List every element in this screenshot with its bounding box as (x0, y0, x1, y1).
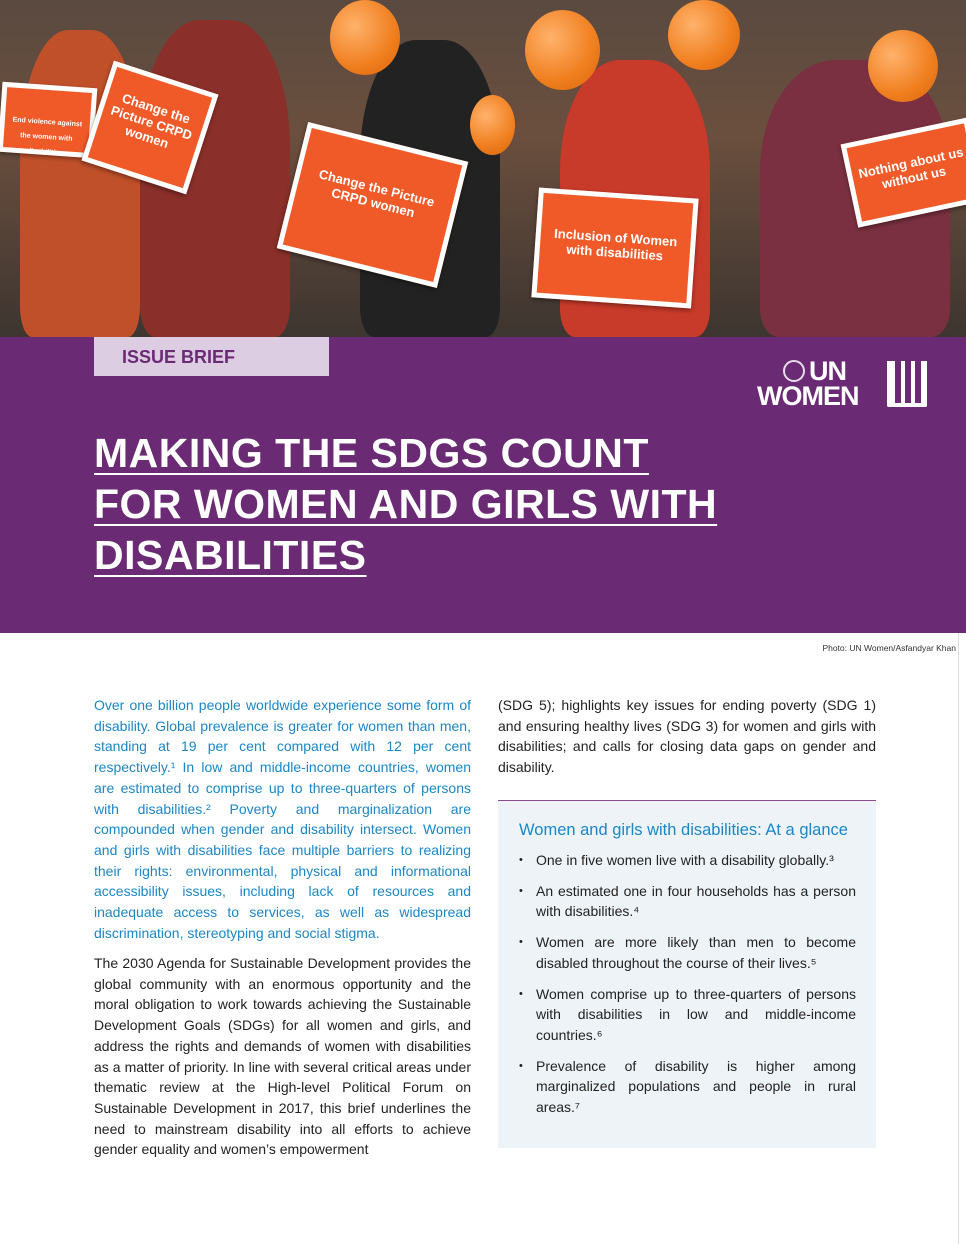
logo-text: UN (809, 356, 847, 386)
un-women-logo: UN WOMEN (757, 356, 927, 411)
placard: End violence against the women with disa… (0, 81, 98, 159)
photo-credit: Photo: UN Women/Asfandyar Khan (822, 643, 956, 653)
balloon (470, 95, 515, 155)
box-title: Women and girls with disabilities: At a … (519, 821, 848, 839)
at-a-glance-box: Women and girls with disabilities: At a … (498, 800, 876, 1148)
title-line: FOR WOMEN AND GIRLS WITH (94, 481, 718, 527)
balloon (525, 10, 600, 90)
list-item: Women comprise up to three-quarters of p… (519, 984, 856, 1046)
list-item: One in five women live with a disability… (519, 850, 856, 871)
header-band (0, 337, 966, 633)
list-item: An estimated one in four households has … (519, 881, 856, 922)
issue-brief-tab: ISSUE BRIEF (94, 337, 329, 376)
un-women-symbol-icon (887, 361, 927, 407)
balloon (868, 30, 938, 102)
page-title: MAKING THE SDGS COUNT FOR WOMEN AND GIRL… (94, 428, 717, 581)
lead-paragraph: Over one billion people worldwide experi… (94, 697, 471, 941)
un-emblem-icon (783, 360, 805, 382)
list-item: Women are more likely than men to become… (519, 932, 856, 973)
balloon (668, 0, 740, 70)
cover-photo: End violence against the women with disa… (0, 0, 966, 337)
body-paragraph-continued: (SDG 5); highlights key issues for endin… (498, 697, 876, 776)
page-edge (958, 633, 959, 1244)
body-paragraph: The 2030 Agenda for Sustainable Developm… (94, 955, 471, 1158)
balloon (330, 0, 400, 75)
logo-text: WOMEN (757, 381, 859, 411)
title-line: DISABILITIES (94, 532, 367, 578)
title-line: MAKING THE SDGS COUNT (94, 430, 649, 476)
placard: Inclusion of Women with disabilities (531, 187, 699, 309)
list-item: Prevalence of disability is higher among… (519, 1056, 856, 1118)
